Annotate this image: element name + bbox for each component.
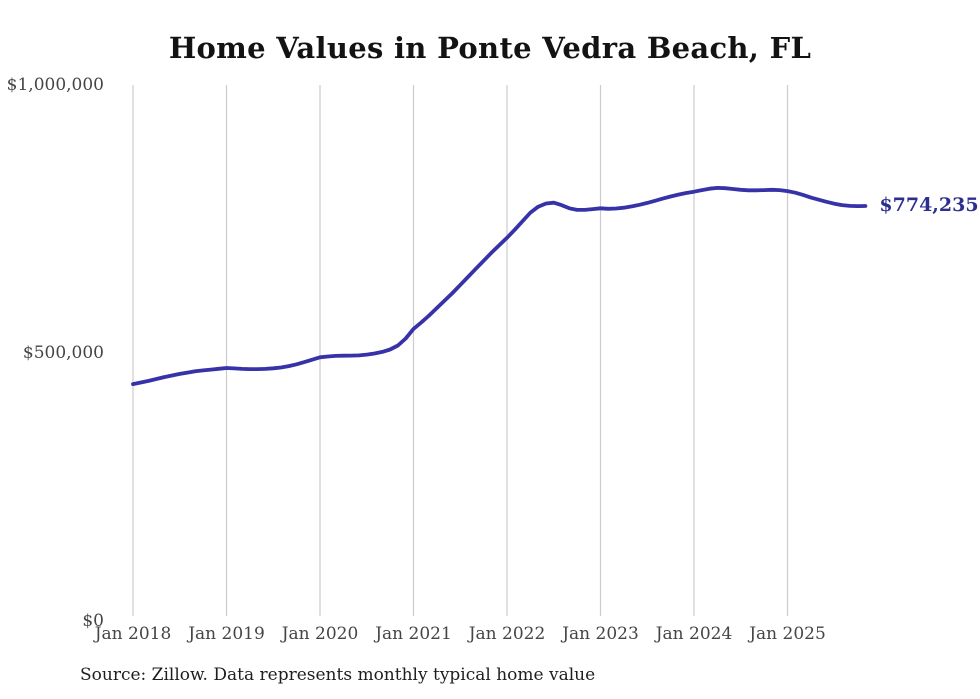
x-tick-label: Jan 2020 — [281, 624, 359, 644]
x-tick-label: Jan 2025 — [749, 624, 826, 644]
y-tick-label: $0 — [82, 611, 104, 631]
y-tick-label: $1,000,000 — [6, 75, 104, 95]
x-axis-labels: Jan 2018 Jan 2019 Jan 2020 Jan 2021 Jan 2022… — [0, 621, 980, 647]
x-tick-label: Jan 2019 — [188, 624, 265, 644]
x-tick-label: Jan 2024 — [655, 624, 733, 644]
chart-title: Home Values in Ponte Vedra Beach, FL — [168, 31, 812, 65]
x-tick-label: Jan 2023 — [562, 624, 639, 644]
x-tick-label: Jan 2021 — [375, 624, 452, 644]
current-value-label: $774,235 — [879, 194, 979, 216]
x-tick-label: Jan 2022 — [468, 624, 546, 644]
x-tick-label: Jan 2018 — [94, 624, 172, 644]
home-value-line — [131, 186, 868, 386]
y-tick-label: $500,000 — [22, 343, 104, 363]
source-note: Source: Zillow. Data represents monthly … — [80, 665, 596, 685]
